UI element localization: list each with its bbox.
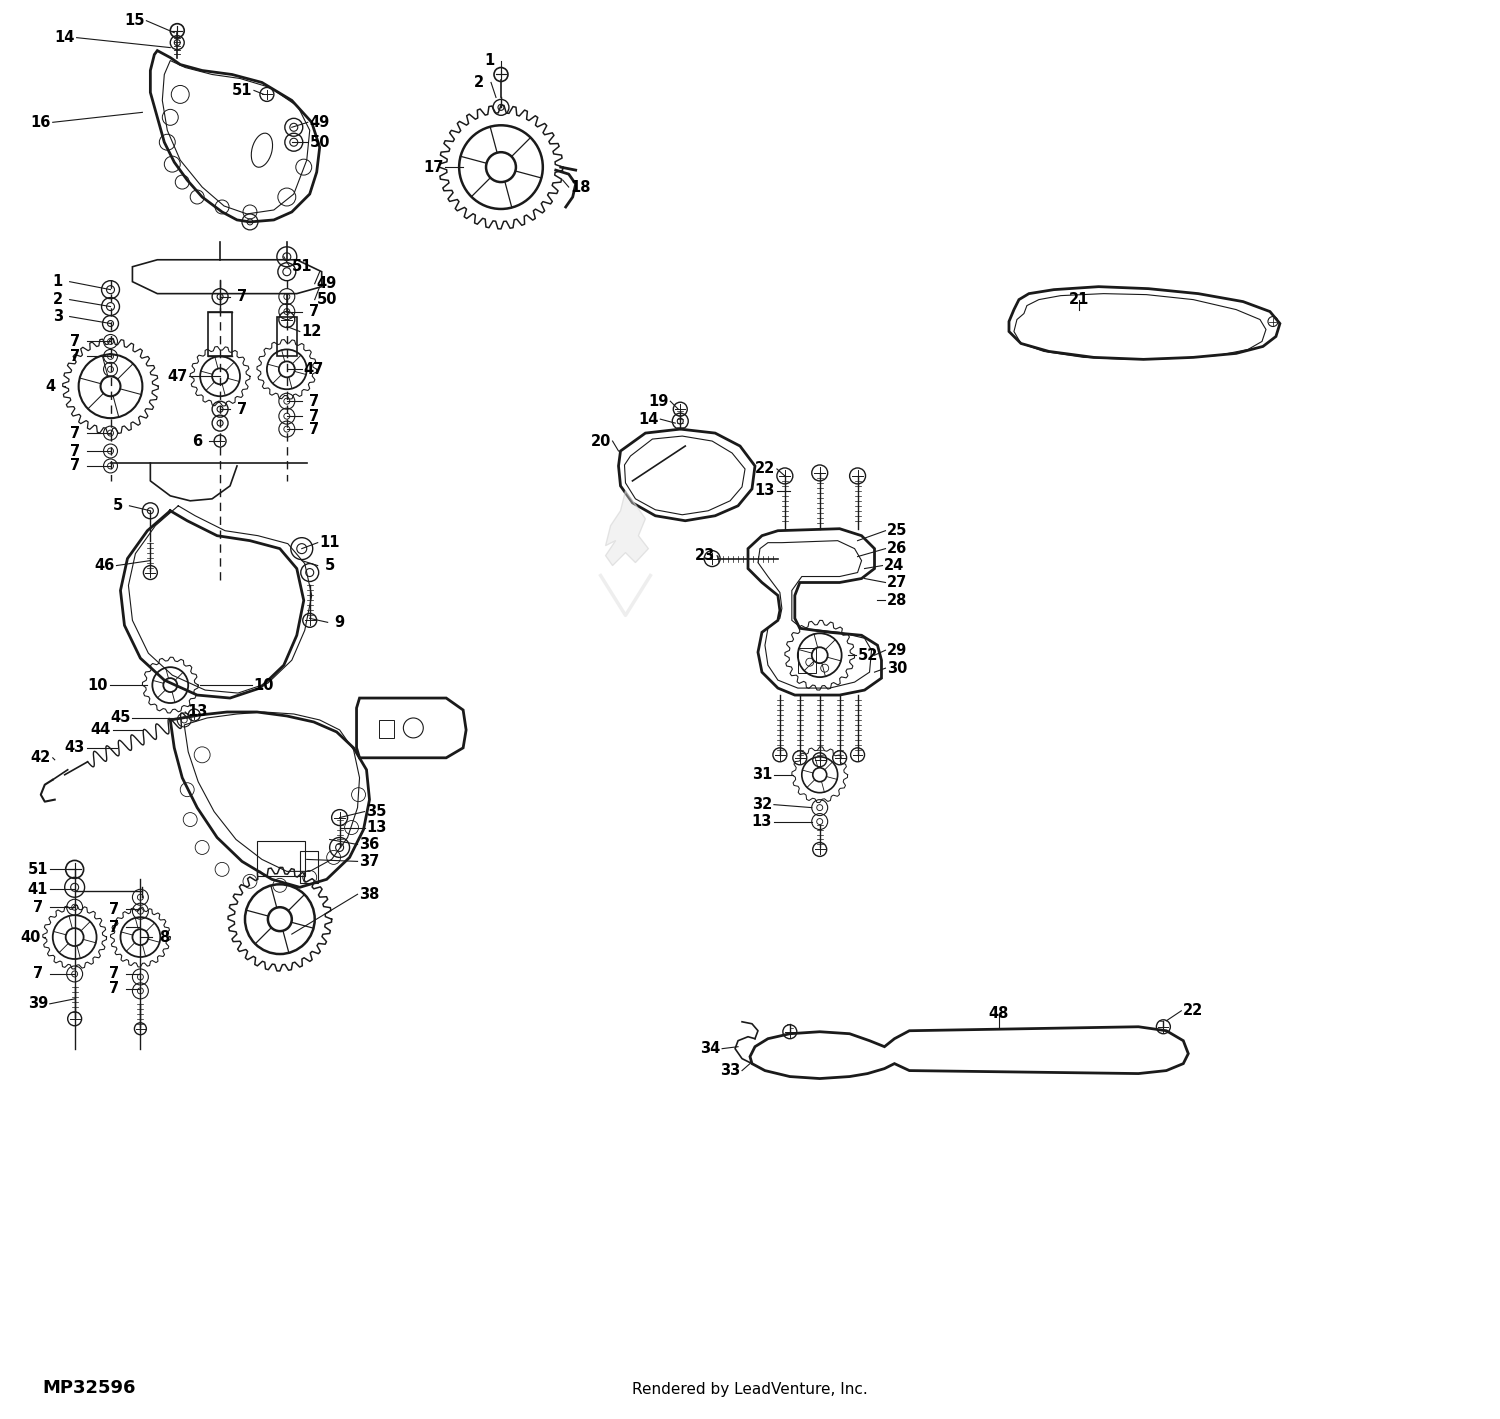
Text: 7: 7 xyxy=(237,289,248,304)
Polygon shape xyxy=(606,491,648,566)
Bar xyxy=(256,841,304,877)
Text: 49: 49 xyxy=(309,115,330,129)
Text: 7: 7 xyxy=(69,349,80,363)
Text: 30: 30 xyxy=(886,661,908,675)
Text: 36: 36 xyxy=(360,837,380,851)
Text: 2: 2 xyxy=(474,75,484,89)
Text: 7: 7 xyxy=(110,920,120,935)
Bar xyxy=(278,316,297,356)
Text: 5: 5 xyxy=(324,558,334,573)
Text: 4: 4 xyxy=(45,379,56,393)
Text: 50: 50 xyxy=(316,292,338,307)
Text: 37: 37 xyxy=(360,854,380,868)
Text: 40: 40 xyxy=(21,929,40,945)
Text: 7: 7 xyxy=(309,409,320,424)
Text: 46: 46 xyxy=(94,558,114,573)
Text: 7: 7 xyxy=(237,402,248,417)
Text: 32: 32 xyxy=(752,797,772,812)
Text: 13: 13 xyxy=(366,820,387,834)
Text: 39: 39 xyxy=(27,996,48,1012)
Text: 35: 35 xyxy=(366,805,387,819)
Text: 13: 13 xyxy=(752,815,772,829)
Text: 45: 45 xyxy=(111,711,130,725)
Text: 2: 2 xyxy=(53,292,63,307)
Text: 23: 23 xyxy=(694,548,715,563)
Text: 7: 7 xyxy=(69,333,80,349)
Text: 50: 50 xyxy=(309,135,330,150)
Text: 7: 7 xyxy=(33,966,44,982)
Text: 3: 3 xyxy=(53,309,63,324)
Text: 14: 14 xyxy=(54,30,75,45)
Text: 44: 44 xyxy=(90,722,111,738)
Text: 52: 52 xyxy=(858,647,877,663)
Text: 12: 12 xyxy=(302,324,322,339)
Text: 49: 49 xyxy=(316,277,338,291)
Text: 14: 14 xyxy=(638,412,658,427)
Text: 28: 28 xyxy=(886,593,908,607)
Text: 51: 51 xyxy=(291,260,312,274)
Text: 42: 42 xyxy=(30,751,51,765)
Text: 5: 5 xyxy=(112,498,123,514)
Text: 7: 7 xyxy=(110,966,120,982)
Bar xyxy=(380,719,394,738)
Text: 24: 24 xyxy=(885,558,904,573)
Text: 33: 33 xyxy=(720,1063,740,1078)
Text: 19: 19 xyxy=(648,393,669,409)
Text: 29: 29 xyxy=(888,643,908,658)
Text: 47: 47 xyxy=(303,362,324,377)
Text: 7: 7 xyxy=(110,982,120,996)
Text: 47: 47 xyxy=(166,369,188,383)
Text: 25: 25 xyxy=(886,524,908,538)
Text: 6: 6 xyxy=(192,434,202,448)
Text: 43: 43 xyxy=(64,741,86,755)
Text: 7: 7 xyxy=(309,421,320,437)
Text: 31: 31 xyxy=(752,768,772,782)
Bar xyxy=(798,648,816,673)
Text: 26: 26 xyxy=(888,541,908,556)
Text: 7: 7 xyxy=(69,426,80,440)
Text: 16: 16 xyxy=(30,115,51,129)
Text: 18: 18 xyxy=(570,180,591,194)
Text: 10: 10 xyxy=(254,678,274,692)
Text: 17: 17 xyxy=(423,159,444,175)
Text: 15: 15 xyxy=(124,13,144,28)
Text: 34: 34 xyxy=(700,1042,720,1056)
Text: MP32596: MP32596 xyxy=(44,1379,136,1398)
Text: 48: 48 xyxy=(988,1006,1010,1022)
Text: 20: 20 xyxy=(591,434,610,448)
Text: 1: 1 xyxy=(484,53,494,68)
Text: 9: 9 xyxy=(334,614,345,630)
Text: 13: 13 xyxy=(754,484,776,498)
Text: 22: 22 xyxy=(1184,1003,1203,1019)
Text: 51: 51 xyxy=(231,82,252,98)
Bar xyxy=(300,851,318,883)
Text: 22: 22 xyxy=(754,461,776,477)
Text: 13: 13 xyxy=(188,704,207,719)
Text: 7: 7 xyxy=(309,304,320,319)
Text: 8: 8 xyxy=(159,929,170,945)
Text: 7: 7 xyxy=(110,901,120,917)
Text: 10: 10 xyxy=(87,678,108,692)
Text: 27: 27 xyxy=(888,575,908,590)
Text: 41: 41 xyxy=(27,881,48,897)
Text: 51: 51 xyxy=(27,861,48,877)
Text: 7: 7 xyxy=(69,444,80,458)
Text: 38: 38 xyxy=(360,887,380,901)
Text: 11: 11 xyxy=(320,535,340,551)
Text: 1: 1 xyxy=(53,274,63,289)
Text: 7: 7 xyxy=(33,900,44,915)
Text: 7: 7 xyxy=(309,393,320,409)
Text: 21: 21 xyxy=(1068,292,1089,307)
Bar xyxy=(209,312,232,356)
Text: Rendered by LeadVenture, Inc.: Rendered by LeadVenture, Inc. xyxy=(632,1382,868,1398)
Text: 7: 7 xyxy=(69,458,80,474)
